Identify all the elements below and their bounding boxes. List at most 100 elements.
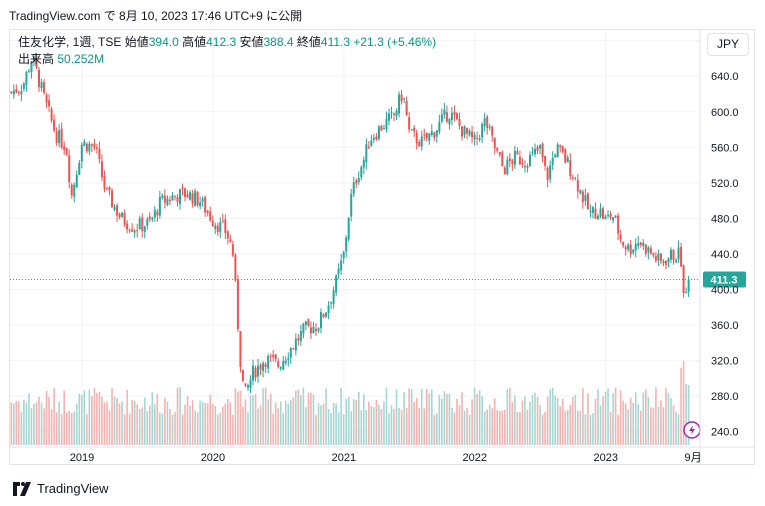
volume-bar (363, 394, 365, 445)
volume-bar (476, 393, 478, 445)
candle-body (330, 302, 333, 304)
candle-body (677, 247, 680, 260)
candle-body (508, 158, 511, 162)
candle-body (216, 225, 219, 232)
candle-body (461, 126, 464, 137)
volume-bar (380, 409, 383, 445)
volume-bar (312, 394, 315, 445)
candle-body (184, 188, 187, 197)
volume-bar (96, 392, 98, 445)
candle-body (561, 146, 564, 152)
volume-bar (478, 390, 481, 445)
candle-body (239, 331, 242, 368)
candle-body (654, 255, 657, 261)
candle-body (304, 321, 307, 325)
volume-bar (211, 403, 214, 445)
candle-body (138, 218, 141, 230)
volume-bar (279, 401, 282, 445)
candle-body (468, 130, 471, 136)
candle-body (307, 319, 310, 326)
volume-bar (91, 396, 93, 445)
volume-bar (267, 399, 269, 445)
candle-body (196, 191, 199, 206)
volume-bar (327, 408, 330, 445)
volume-bar (383, 401, 385, 445)
candle-body (314, 328, 317, 332)
candle-body (292, 348, 295, 350)
candle-body (335, 275, 338, 293)
volume-bar (330, 413, 332, 445)
volume-bar (685, 383, 687, 445)
volume-bar (667, 393, 670, 445)
candle-body (657, 253, 660, 261)
volume-bar (647, 396, 650, 445)
high-label: 高値 (182, 35, 207, 49)
volume-bar (252, 395, 254, 445)
volume-bar (63, 390, 65, 445)
volume-bar (599, 405, 602, 445)
close-label: 終値 (296, 35, 321, 49)
candle-body (70, 184, 73, 196)
volume-bar (655, 387, 657, 445)
volume-bar (295, 390, 297, 445)
candle-body (156, 211, 159, 216)
y-tick-label: 600.0 (711, 107, 739, 119)
volume-bar (529, 401, 531, 445)
candle-body (231, 244, 234, 256)
candle-body (32, 56, 35, 62)
candle-body (10, 91, 13, 93)
price-axis: 680.0640.0600.0560.0520.0480.0440.0400.0… (699, 30, 739, 465)
candle-body (219, 222, 222, 233)
y-tick-label: 360.0 (711, 320, 739, 332)
candle-body (672, 249, 675, 261)
volume-bar (214, 406, 217, 445)
volume-bar (146, 411, 149, 445)
volume-bar (171, 414, 174, 445)
candle-body (554, 155, 557, 158)
candle-body (158, 196, 161, 216)
volume-bar (292, 397, 295, 445)
candle-body (224, 219, 227, 233)
candle-body (60, 128, 63, 148)
candle-body (370, 140, 373, 147)
volume-bar (335, 403, 337, 445)
y-tick-label: 640.0 (711, 71, 739, 83)
volume-bar (199, 400, 201, 445)
volume-bar (587, 393, 589, 445)
candle-body (682, 265, 685, 294)
volume-bar (315, 414, 317, 445)
brand-footer[interactable]: TradingView (11, 481, 109, 496)
candle-body (267, 355, 270, 369)
candle-body (594, 208, 597, 219)
volume-bar (204, 402, 206, 445)
candle-body (536, 146, 539, 151)
volume-bar (300, 395, 302, 445)
currency-button[interactable]: JPY (707, 33, 749, 56)
candle-body (78, 162, 81, 176)
volume-bar (393, 408, 395, 445)
candle-body (199, 202, 202, 207)
volume-bar (451, 407, 453, 445)
candle-body (664, 261, 667, 265)
volume-bar (398, 408, 400, 445)
candle-body (161, 195, 164, 198)
volume-bar (660, 400, 662, 445)
candle-body (649, 248, 652, 254)
volume-bar (282, 413, 285, 445)
volume-bar (556, 397, 559, 445)
volume-bar (143, 397, 146, 445)
candle-body (571, 177, 574, 179)
volume-bar (28, 393, 30, 445)
y-tick-label: 560.0 (711, 142, 739, 154)
volume-bar (191, 400, 194, 445)
volume-bar (244, 399, 247, 445)
candle-body (320, 312, 323, 328)
candle-body (103, 175, 106, 189)
candle-body (405, 100, 408, 116)
candle-body (153, 209, 156, 218)
candle-body (559, 144, 562, 147)
candle-body (171, 195, 174, 201)
volume-bar (345, 399, 347, 445)
chart-frame (9, 29, 755, 465)
